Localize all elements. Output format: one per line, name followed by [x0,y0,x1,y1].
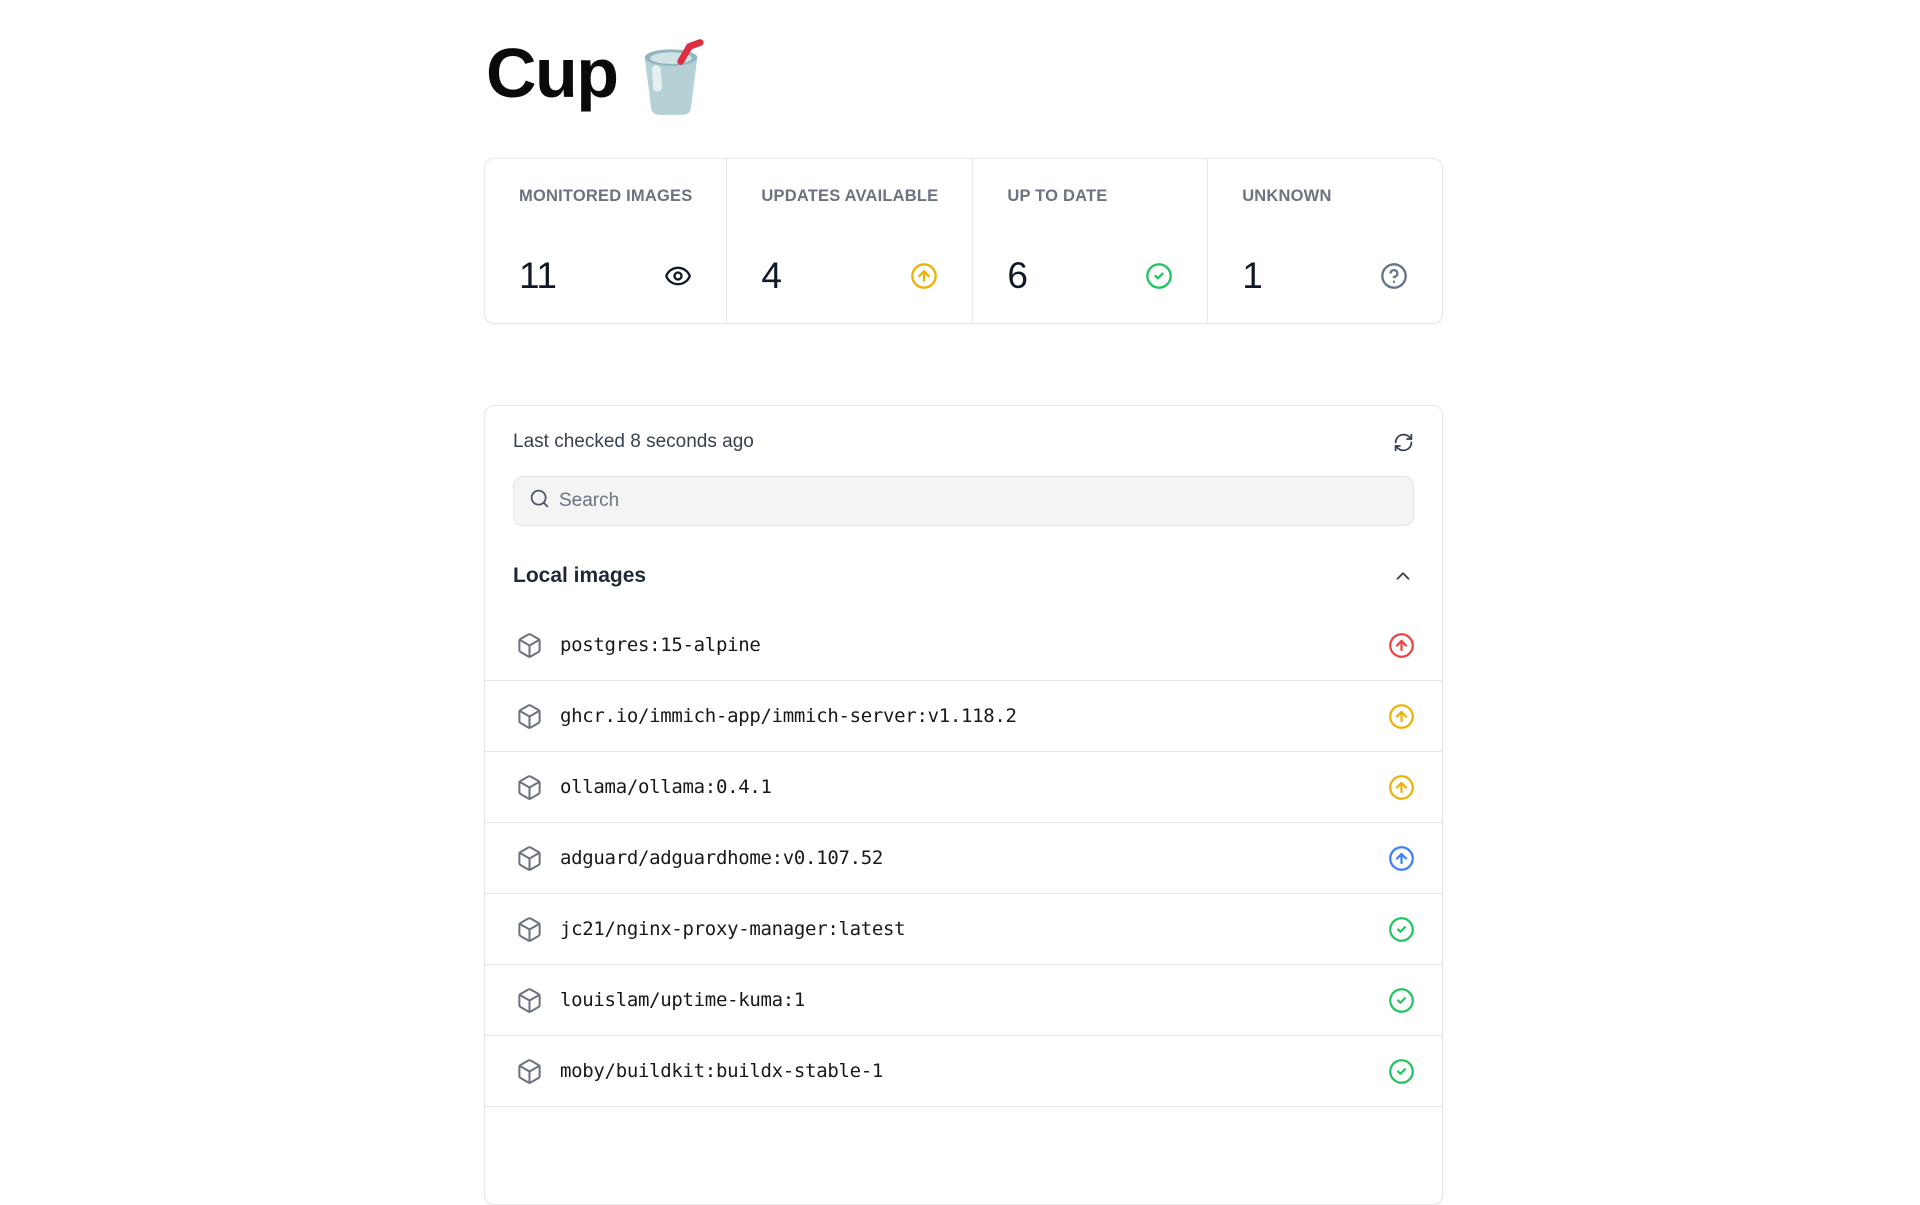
package-icon [516,1058,543,1085]
last-checked-label: Last checked 8 seconds ago [513,431,754,452]
image-row[interactable]: louislam/uptime-kuma:1 [485,965,1442,1036]
stat-monitored-images: MONITORED IMAGES 11 [485,159,728,323]
package-icon [516,987,543,1014]
image-row[interactable]: postgres:15-alpine [485,610,1442,681]
circle-check-icon [1145,262,1173,290]
image-name: ollama/ollama:0.4.1 [560,776,772,798]
refresh-icon [1393,432,1414,453]
image-name: ghcr.io/immich-app/immich-server:v1.118.… [560,705,1017,727]
image-row[interactable]: jc21/nginx-proxy-manager:latest [485,894,1442,965]
image-row[interactable]: adguard/adguardhome:v0.107.52 [485,823,1442,894]
circle-help-icon [1380,262,1408,290]
stat-label: MONITORED IMAGES [519,187,693,205]
collapse-section-button[interactable] [1392,565,1414,587]
section-title: Local images [513,564,647,587]
eye-icon [664,262,692,290]
stat-label: UPDATES AVAILABLE [761,187,939,205]
status-icon [1388,632,1415,659]
stat-unknown: UNKNOWN 1 [1208,159,1442,323]
search-box[interactable] [513,476,1414,526]
page-title: Cup [486,34,619,112]
stat-up-to-date: UP TO DATE 6 [973,159,1209,323]
status-icon [1388,1058,1415,1085]
app-root: Cup MONITORED IMAGES 11 UPDATES AVAILABL… [484,30,1443,1205]
package-icon [516,916,543,943]
image-name: adguard/adguardhome:v0.107.52 [560,847,884,869]
circle-arrow-up-icon [910,262,938,290]
stats-card: MONITORED IMAGES 11 UPDATES AVAILABLE 4 [484,158,1443,324]
panel-header: Last checked 8 seconds ago [513,430,1414,454]
page-header: Cup [486,30,704,118]
image-row[interactable]: ollama/ollama:0.4.1 [485,752,1442,823]
refresh-button[interactable] [1393,432,1414,453]
image-row[interactable]: ghcr.io/immich-app/immich-server:v1.118.… [485,681,1442,752]
stat-value: 1 [1242,255,1263,296]
stat-label: UP TO DATE [1007,187,1108,205]
package-icon [516,845,543,872]
status-icon [1388,845,1415,872]
search-icon [529,488,550,514]
status-icon [1388,774,1415,801]
status-icon [1388,987,1415,1014]
image-name: moby/buildkit:buildx-stable-1 [560,1060,884,1082]
image-name: jc21/nginx-proxy-manager:latest [560,918,906,940]
image-name: louislam/uptime-kuma:1 [560,989,806,1011]
search-input[interactable] [559,490,1398,512]
image-list: postgres:15-alpine ghcr.io/immich-app/im… [485,610,1442,1107]
status-icon [1388,916,1415,943]
package-icon [516,703,543,730]
stat-value: 11 [519,255,557,296]
local-images-section-header: Local images [513,562,1414,590]
chevron-up-icon [1392,565,1414,587]
status-icon [1388,703,1415,730]
stat-label: UNKNOWN [1242,187,1332,205]
stat-updates-available: UPDATES AVAILABLE 4 [727,159,974,323]
image-name: postgres:15-alpine [560,634,761,656]
cup-with-straw-emoji [644,39,704,115]
package-icon [516,632,543,659]
package-icon [516,774,543,801]
images-panel: Last checked 8 seconds ago Local images [484,405,1443,1205]
stat-value: 6 [1007,255,1028,296]
image-row[interactable]: moby/buildkit:buildx-stable-1 [485,1036,1442,1107]
stat-value: 4 [761,255,782,296]
